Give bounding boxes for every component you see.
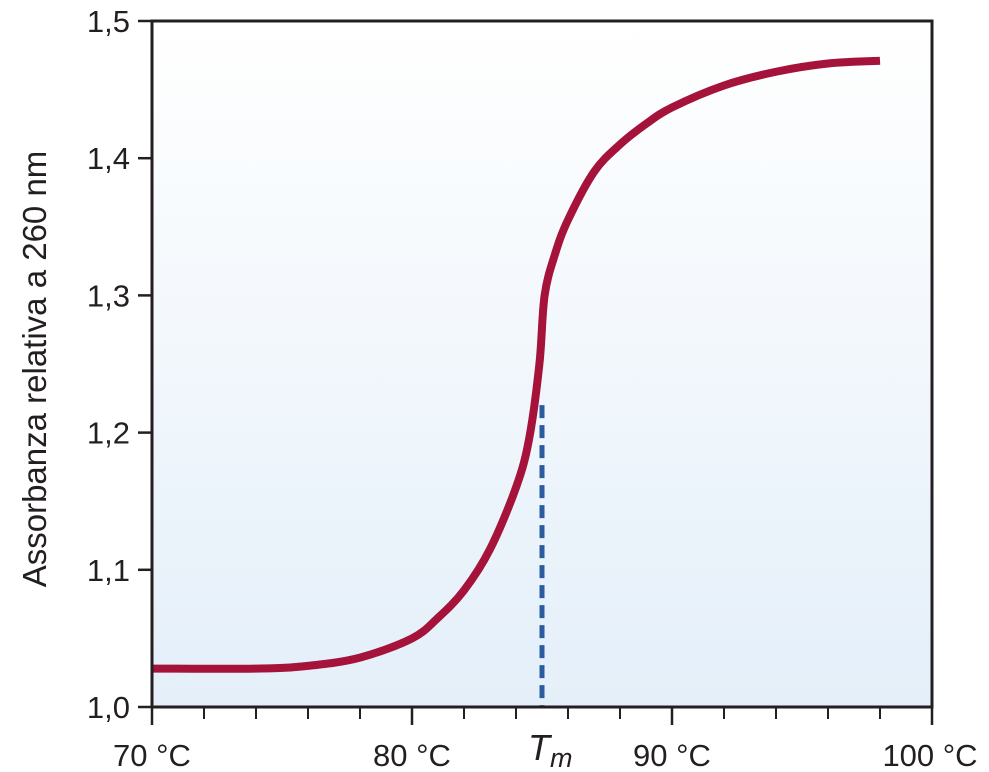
y-tick-label: 1,0 <box>87 690 130 725</box>
axis-ticks <box>138 19 934 725</box>
series-layer <box>151 56 881 673</box>
tm-label: Tm <box>528 727 573 772</box>
x-tick-label: 80 °C <box>373 738 451 772</box>
series-line-absorbance <box>151 56 881 673</box>
y-tick-label: 1,2 <box>87 416 130 451</box>
y-tick-label: 1,1 <box>87 553 130 588</box>
y-axis-title: Assorbanza relativa a 260 nm <box>16 151 53 588</box>
x-tick-label: 70 °C <box>113 738 191 772</box>
y-tick-label: 1,3 <box>87 278 130 313</box>
y-tick-label: 1,4 <box>87 141 130 176</box>
y-tick-label: 1,5 <box>87 4 130 39</box>
plot-frame <box>150 19 934 709</box>
tick-labels: 70 °C 80 °C 90 °C 100 °C 1,0 1,1 1,2 1,3 1,4 1,5 T… <box>87 4 978 772</box>
x-tick-label: 90 °C <box>633 738 711 772</box>
x-tick-label: 100 °C <box>882 738 977 772</box>
